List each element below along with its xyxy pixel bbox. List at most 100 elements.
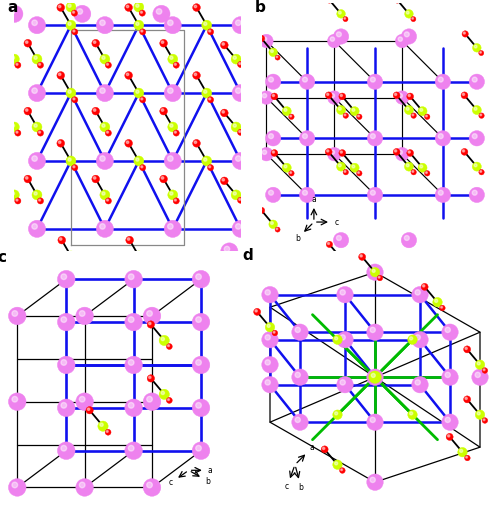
Circle shape	[268, 77, 274, 82]
Circle shape	[411, 17, 416, 22]
Circle shape	[57, 72, 64, 79]
Circle shape	[464, 32, 466, 34]
Circle shape	[162, 109, 164, 111]
Circle shape	[192, 356, 210, 374]
Circle shape	[418, 107, 427, 116]
Circle shape	[34, 124, 37, 127]
Circle shape	[170, 192, 173, 195]
Circle shape	[472, 190, 477, 195]
Circle shape	[330, 93, 334, 98]
Circle shape	[100, 20, 105, 25]
Circle shape	[408, 151, 410, 153]
Circle shape	[168, 224, 173, 229]
Circle shape	[333, 410, 342, 420]
Circle shape	[222, 43, 224, 45]
Circle shape	[125, 4, 132, 11]
Circle shape	[140, 29, 146, 35]
Circle shape	[128, 238, 130, 240]
Circle shape	[236, 20, 241, 25]
Text: a: a	[310, 443, 314, 453]
Circle shape	[196, 360, 202, 365]
Circle shape	[76, 479, 94, 496]
Circle shape	[288, 114, 294, 119]
Circle shape	[370, 372, 376, 377]
Circle shape	[406, 107, 409, 110]
Circle shape	[370, 267, 376, 272]
Circle shape	[156, 9, 162, 14]
Circle shape	[330, 37, 334, 41]
Circle shape	[164, 220, 182, 237]
Circle shape	[232, 17, 249, 34]
Circle shape	[260, 209, 262, 210]
Circle shape	[61, 402, 66, 408]
Circle shape	[208, 165, 214, 171]
Circle shape	[478, 50, 484, 55]
Circle shape	[337, 331, 353, 348]
Circle shape	[415, 380, 420, 385]
Circle shape	[58, 399, 75, 417]
Circle shape	[465, 397, 468, 399]
Circle shape	[372, 269, 375, 272]
Circle shape	[125, 442, 142, 460]
Circle shape	[337, 10, 345, 18]
Circle shape	[10, 190, 20, 200]
Circle shape	[340, 151, 342, 153]
Text: b: b	[298, 483, 304, 492]
Circle shape	[208, 29, 214, 35]
Circle shape	[162, 41, 164, 43]
Circle shape	[134, 20, 144, 30]
Circle shape	[238, 129, 244, 136]
Circle shape	[302, 134, 308, 139]
Circle shape	[328, 34, 341, 48]
Circle shape	[125, 72, 132, 79]
Circle shape	[401, 29, 416, 44]
Circle shape	[424, 114, 430, 119]
Circle shape	[461, 148, 468, 155]
Circle shape	[326, 148, 332, 155]
Circle shape	[208, 30, 210, 32]
Circle shape	[270, 221, 274, 225]
Circle shape	[321, 446, 328, 453]
Circle shape	[272, 94, 274, 97]
Circle shape	[352, 165, 355, 168]
Circle shape	[442, 414, 458, 430]
Circle shape	[66, 156, 76, 166]
Circle shape	[326, 0, 332, 3]
Circle shape	[12, 396, 18, 402]
Circle shape	[483, 369, 485, 371]
Circle shape	[192, 399, 210, 417]
Circle shape	[255, 310, 258, 312]
Circle shape	[276, 228, 278, 230]
Circle shape	[2, 175, 9, 183]
Circle shape	[337, 287, 353, 303]
Circle shape	[334, 29, 349, 44]
Circle shape	[438, 190, 443, 195]
Circle shape	[404, 32, 409, 37]
Circle shape	[262, 37, 266, 41]
Circle shape	[340, 468, 345, 473]
Circle shape	[196, 402, 202, 408]
Circle shape	[460, 450, 462, 453]
Circle shape	[420, 165, 422, 168]
Circle shape	[126, 236, 134, 244]
Circle shape	[126, 5, 129, 8]
Circle shape	[61, 360, 66, 365]
Circle shape	[86, 406, 94, 414]
Circle shape	[146, 396, 152, 402]
Circle shape	[336, 106, 345, 114]
Circle shape	[406, 11, 409, 14]
Circle shape	[26, 41, 28, 43]
Circle shape	[398, 37, 402, 41]
Circle shape	[435, 187, 450, 203]
Circle shape	[38, 62, 44, 68]
Circle shape	[398, 150, 402, 154]
Circle shape	[222, 178, 224, 181]
Circle shape	[337, 376, 353, 393]
Circle shape	[38, 131, 40, 133]
Circle shape	[340, 290, 345, 295]
Circle shape	[141, 166, 143, 168]
Circle shape	[461, 92, 468, 99]
Circle shape	[220, 41, 228, 49]
Circle shape	[72, 259, 78, 265]
Circle shape	[266, 74, 281, 89]
